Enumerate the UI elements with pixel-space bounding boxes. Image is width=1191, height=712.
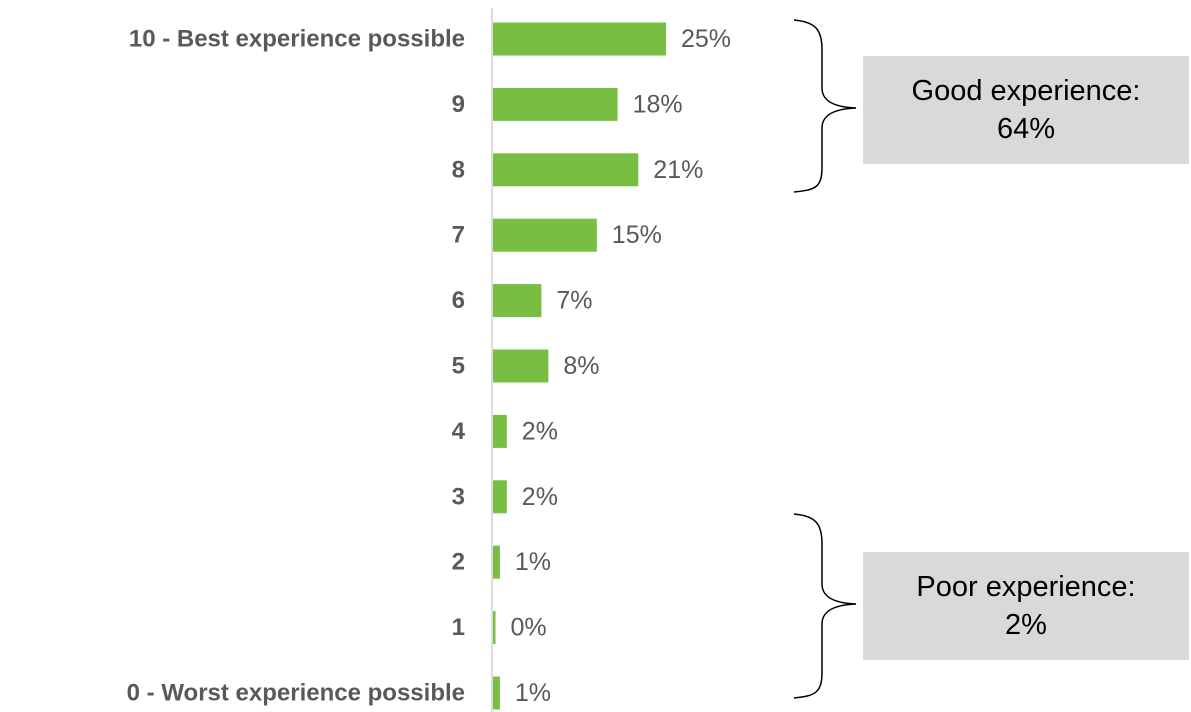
bar-9 xyxy=(493,611,496,645)
category-label-6: 4 xyxy=(452,418,466,445)
category-label-10: 0 - Worst experience possible xyxy=(127,680,465,707)
value-label-10: 1% xyxy=(515,679,551,707)
bar-6 xyxy=(493,414,507,448)
value-labels-group: 25% 18% 21% 15% 7% 8% 2% 2% 1% 0% 1% xyxy=(511,25,732,707)
good-experience-value: 64% xyxy=(996,113,1056,145)
category-label-2: 8 xyxy=(452,156,465,183)
bars-group xyxy=(493,22,666,710)
bar-8 xyxy=(493,545,500,579)
value-label-4: 7% xyxy=(556,287,592,315)
poor-experience-brace xyxy=(793,513,857,699)
bar-3 xyxy=(493,218,597,252)
bar-7 xyxy=(493,480,507,514)
poor-experience-value: 2% xyxy=(1005,609,1047,641)
category-label-3: 7 xyxy=(452,222,465,249)
category-label-0: 10 - Best experience possible xyxy=(129,26,465,53)
value-label-9: 0% xyxy=(511,614,547,642)
category-label-1: 9 xyxy=(452,91,465,118)
value-label-3: 15% xyxy=(612,221,662,249)
value-label-0: 25% xyxy=(681,25,731,53)
bar-10 xyxy=(493,676,500,710)
good-experience-summary: Good experience: 64% xyxy=(863,56,1189,164)
bar-0 xyxy=(493,22,666,56)
category-label-4: 6 xyxy=(452,287,465,314)
good-experience-label: Good experience: xyxy=(911,75,1141,107)
bar-4 xyxy=(493,284,542,318)
bar-5 xyxy=(493,349,549,383)
poor-experience-summary: Poor experience: 2% xyxy=(863,552,1189,660)
value-label-5: 8% xyxy=(563,352,599,380)
category-label-5: 5 xyxy=(452,353,465,380)
value-label-6: 2% xyxy=(522,417,558,445)
bar-2 xyxy=(493,153,639,187)
good-experience-brace xyxy=(793,19,857,193)
category-label-8: 2 xyxy=(452,549,465,576)
value-label-7: 2% xyxy=(522,483,558,511)
category-labels-group: 10 - Best experience possible 9 8 7 6 5 4 3 2 1 0 … xyxy=(127,26,466,707)
value-label-1: 18% xyxy=(633,90,683,118)
category-label-7: 3 xyxy=(452,483,465,510)
value-label-8: 1% xyxy=(515,548,551,576)
category-label-9: 1 xyxy=(452,614,465,641)
poor-experience-label: Poor experience: xyxy=(916,571,1136,603)
value-label-2: 21% xyxy=(653,156,703,184)
bar-1 xyxy=(493,87,618,121)
